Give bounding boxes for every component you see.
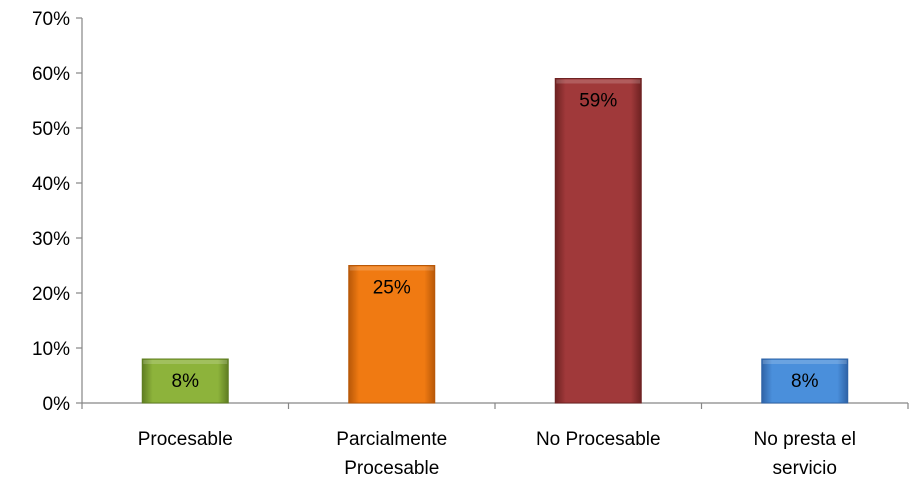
y-tick-label: 60% [32,64,70,85]
data-label: 59% [579,91,617,112]
y-tick-label: 10% [32,339,70,360]
bar-highlight [349,266,434,271]
chart-axes: 0% 10% 20% 30% 40% 50% 60% 70% [32,9,909,415]
bar-0 [141,358,229,404]
category-label: No presta el servicio [754,429,856,479]
category-label: No Procesable [536,429,661,450]
data-label: 8% [172,371,200,392]
bar-3 [761,358,849,404]
category-label: Parcialmente Procesable [336,429,447,479]
chart-bars [141,78,849,404]
category-label: Procesable [138,429,233,450]
bar-2 [554,78,642,404]
bar-highlight [762,360,847,364]
bar-highlight [556,79,641,84]
bar-1 [348,265,436,404]
data-label: 8% [791,371,819,392]
y-tick-label: 40% [32,174,70,195]
y-tick-label: 30% [32,229,70,250]
y-tick-label: 0% [43,394,71,415]
y-tick-label: 20% [32,284,70,305]
chart-labels: 8% Procesable 25% Parcialmente Procesable 59%… [138,91,856,480]
bar-highlight [143,360,228,364]
data-label: 25% [373,278,411,299]
y-tick-label: 50% [32,119,70,140]
y-tick-label: 70% [32,9,70,30]
